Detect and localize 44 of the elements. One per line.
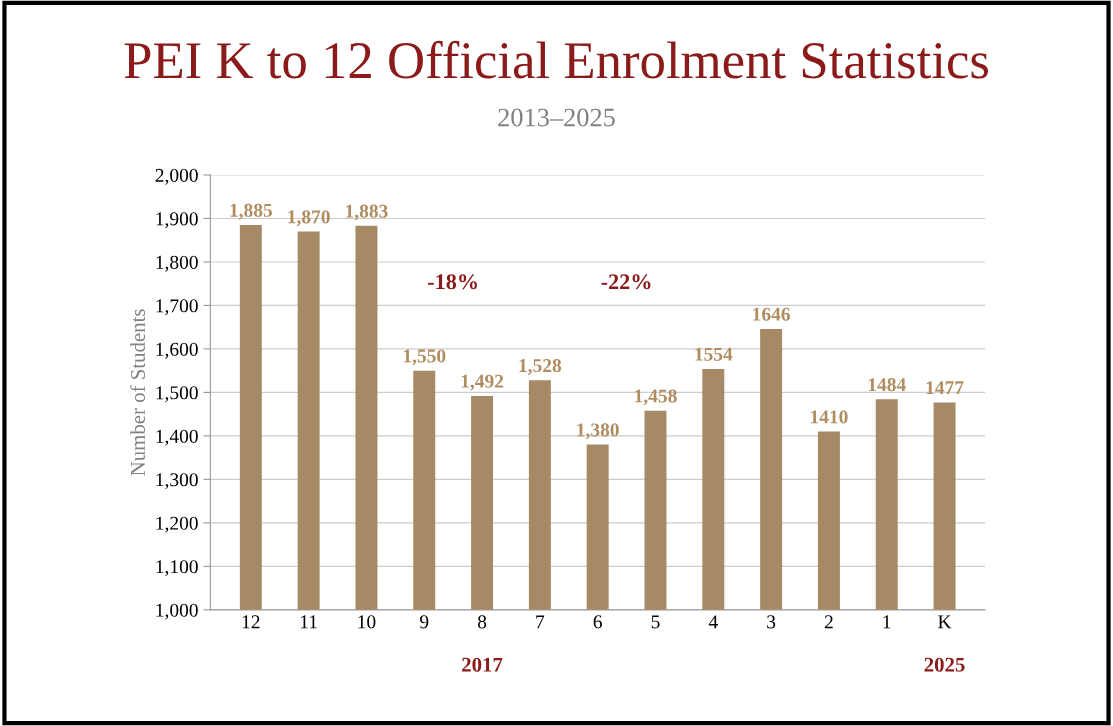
x-tick-label: 12 xyxy=(242,615,260,629)
y-tick-label: 1,600 xyxy=(156,342,198,359)
data-label: 1,380 xyxy=(577,423,619,440)
x-tick-label: 5 xyxy=(651,615,660,629)
x-tick-label: 2 xyxy=(824,615,833,629)
x-tick-label: 9 xyxy=(420,615,429,629)
y-tick-label: 1,500 xyxy=(156,386,198,403)
y-tick-label: 1,700 xyxy=(156,299,198,316)
text: 2017 xyxy=(462,657,503,672)
chart-title: PEI K to 12 Official Enrolment Statistics xyxy=(124,40,989,79)
data-label: 1410 xyxy=(811,410,848,424)
y-axis-title: Number of Students xyxy=(130,309,146,476)
data-label: 1554 xyxy=(695,347,733,361)
x-tick-label: K xyxy=(938,615,952,629)
chart-subtitle: 2013–2025 xyxy=(498,108,615,127)
data-label: 1,885 xyxy=(230,203,272,220)
data-label: 1646 xyxy=(753,307,790,321)
y-tick-label: 1,300 xyxy=(156,473,198,490)
x-tick-label: 11 xyxy=(300,615,317,629)
x-tick-label: 4 xyxy=(708,615,718,629)
annotation: -18% xyxy=(428,274,477,290)
data-label: 1,550 xyxy=(403,349,446,366)
y-tick-label: 1,800 xyxy=(156,255,198,272)
data-label: 1,528 xyxy=(519,358,562,375)
text: 2025 xyxy=(924,657,965,672)
annotation: -22% xyxy=(601,274,651,290)
x-tick-label: 1 xyxy=(883,615,891,629)
y-tick-label: 1,900 xyxy=(156,212,198,229)
y-tick-label: 1,400 xyxy=(156,429,198,446)
x-tick-label: 10 xyxy=(358,615,376,629)
x-tick-label: 8 xyxy=(477,615,487,629)
y-tick-label: 1,000 xyxy=(156,603,198,620)
data-label: 1,458 xyxy=(635,389,677,406)
data-label: 1477 xyxy=(926,381,964,395)
data-label: 1484 xyxy=(868,378,906,392)
x-tick-label: 6 xyxy=(593,615,602,629)
data-label: 1,883 xyxy=(346,204,388,221)
data-label: 1,492 xyxy=(461,374,504,391)
y-tick-label: 1,100 xyxy=(156,560,198,577)
data-label: 1,870 xyxy=(288,210,330,227)
x-tick-label: 7 xyxy=(536,615,545,629)
y-tick-label: 1,200 xyxy=(156,516,198,533)
y-tick-label: 2,000 xyxy=(155,168,198,185)
x-tick-label: 3 xyxy=(767,615,776,629)
